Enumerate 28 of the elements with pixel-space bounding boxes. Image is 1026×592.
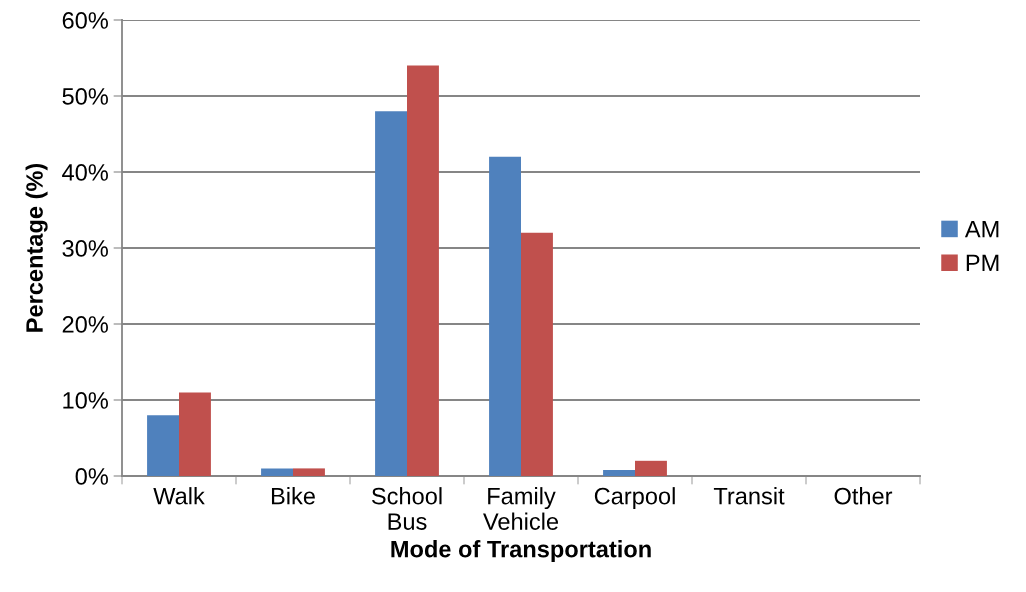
bar — [179, 392, 211, 476]
y-tick-label: 0% — [75, 468, 108, 485]
bar — [635, 460, 667, 476]
y-tick-label: 50% — [62, 88, 108, 105]
x-axis-title: Mode of Transportation — [391, 540, 651, 563]
bar — [489, 156, 521, 476]
bar — [603, 469, 635, 476]
x-tick-label: Walk — [153, 487, 205, 505]
y-tick-label: 60% — [62, 12, 108, 29]
y-tick-label: 10% — [63, 392, 108, 409]
x-tick-label: Other — [834, 487, 893, 505]
y-tick-label: 20% — [62, 316, 108, 333]
bar — [407, 65, 439, 476]
legend-label: PM — [966, 254, 999, 272]
bar — [375, 111, 407, 476]
legend-label: AM — [964, 220, 999, 238]
bar — [147, 415, 179, 476]
x-tick-label: Bike — [271, 487, 315, 505]
y-axis-title: Percentage (%) — [25, 163, 48, 332]
bar — [261, 468, 293, 476]
x-tick-label: Carpool — [594, 487, 675, 510]
x-tick-label: Transit — [713, 487, 785, 505]
y-tick-label: 40% — [62, 164, 108, 181]
x-tick-label: School Bus — [371, 487, 442, 530]
x-tick-label: Family Vehicle — [483, 487, 559, 530]
bar — [293, 468, 325, 476]
bar — [521, 232, 553, 476]
y-tick-label: 30% — [62, 240, 108, 257]
